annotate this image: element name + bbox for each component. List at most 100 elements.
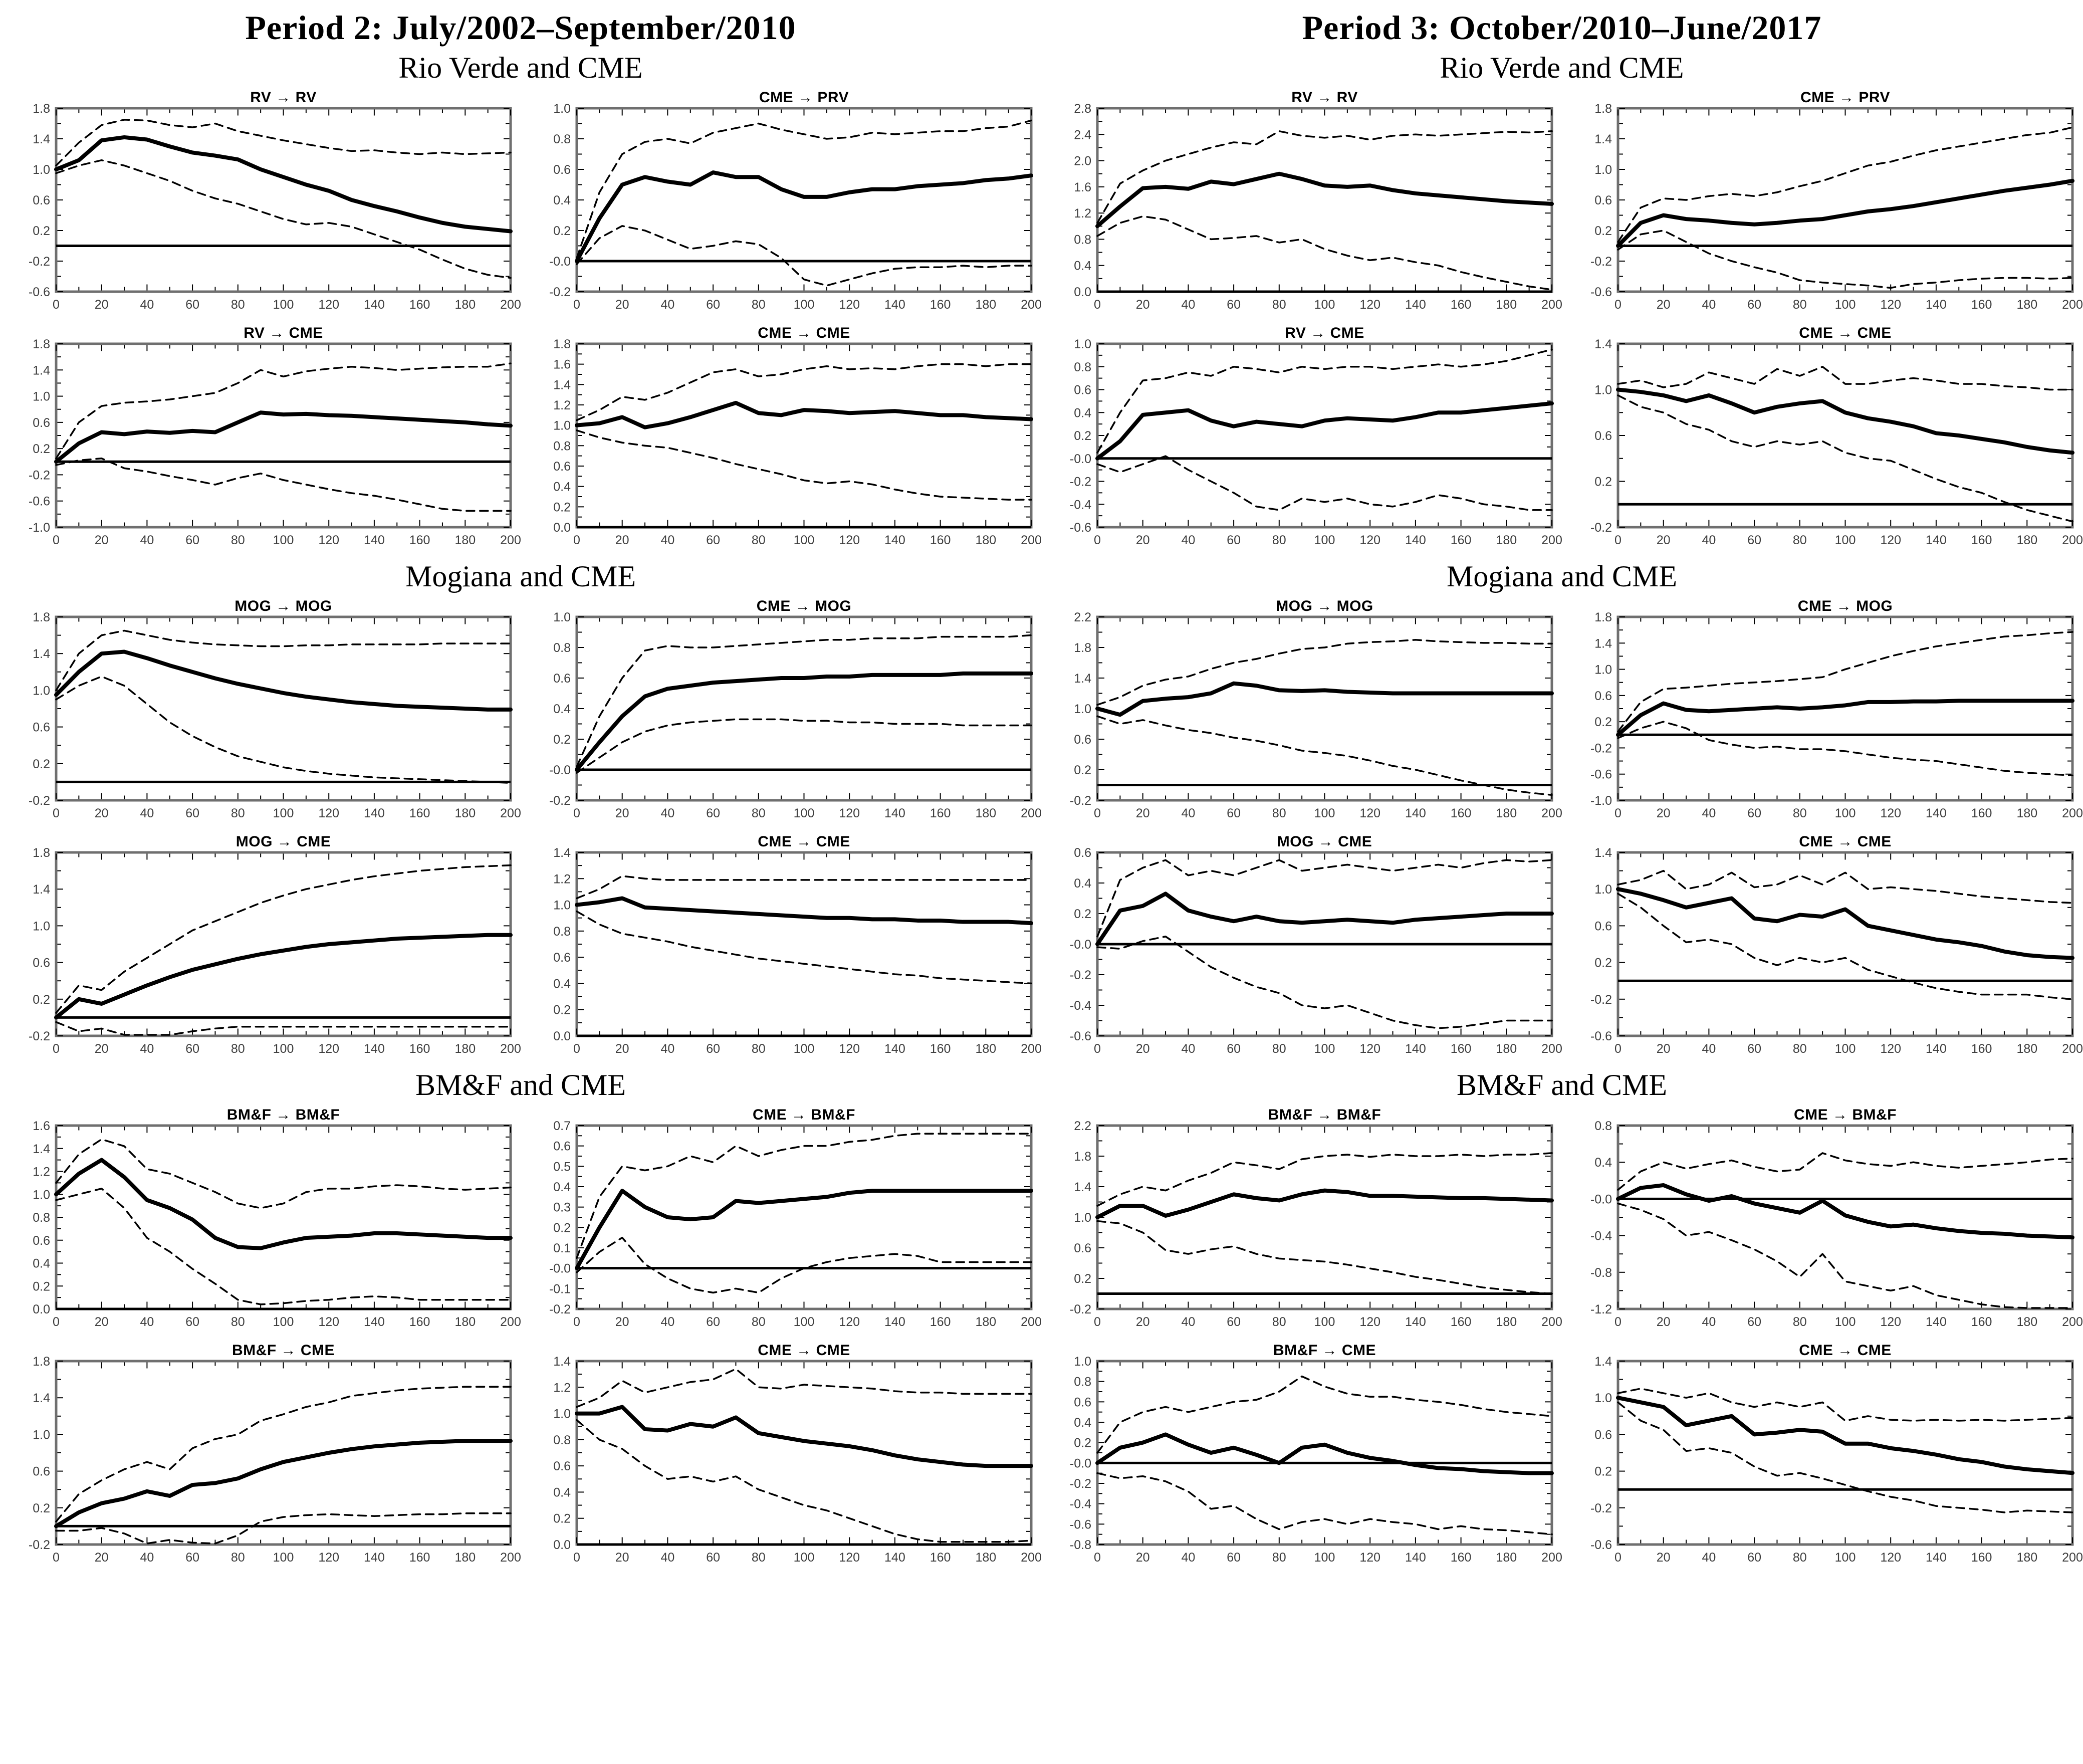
- svg-text:60: 60: [706, 1042, 720, 1056]
- svg-text:160: 160: [1971, 298, 1992, 312]
- svg-text:180: 180: [454, 1042, 476, 1056]
- svg-text:0.4: 0.4: [1074, 876, 1091, 891]
- upper-band-line: [1617, 126, 2073, 243]
- svg-text:180: 180: [2016, 1551, 2037, 1565]
- period-2-column: Period 2: July/2002–September/2010 Rio V…: [0, 0, 1041, 1574]
- irf-chart: CME → PRV 0 20 40 60 80 100 120 140 160 180 200 1.8 1…: [1562, 85, 2082, 321]
- svg-text:80: 80: [752, 533, 766, 547]
- svg-text:180: 180: [2016, 533, 2037, 547]
- lower-band-line: [1096, 215, 1553, 291]
- svg-text:0.4: 0.4: [1594, 1156, 1612, 1170]
- svg-text:20: 20: [1657, 533, 1671, 547]
- svg-text:0.2: 0.2: [553, 1003, 571, 1017]
- svg-text:120: 120: [839, 1315, 860, 1329]
- svg-text:200: 200: [1541, 1315, 1562, 1329]
- svg-text:0.6: 0.6: [1074, 846, 1091, 860]
- svg-text:60: 60: [1747, 1042, 1761, 1056]
- impulse-response-line: [575, 896, 1033, 926]
- svg-text:200: 200: [2062, 533, 2082, 547]
- svg-text:120: 120: [839, 1551, 860, 1565]
- svg-text:0.2: 0.2: [1074, 1436, 1091, 1450]
- svg-text:0.2: 0.2: [1074, 763, 1091, 777]
- svg-text:-0.0: -0.0: [549, 1262, 571, 1276]
- svg-text:120: 120: [1359, 1042, 1380, 1056]
- irf-chart: MOG → MOG 0 20 40 60 80 100 120 140 160 180 200 2.2 1…: [1041, 594, 1562, 829]
- rioverde-p2-grid: RV → RV 0 20 40 60 80 100 120 140 160 180 200 1.8 1.4…: [0, 85, 1041, 556]
- svg-text:80: 80: [1272, 1315, 1286, 1329]
- svg-text:-0.0: -0.0: [549, 763, 571, 777]
- svg-text:-0.2: -0.2: [549, 794, 571, 808]
- svg-text:160: 160: [930, 1042, 951, 1056]
- impulse-response-line: [1095, 892, 1554, 946]
- lower-band-line: [55, 1512, 512, 1545]
- svg-text:40: 40: [140, 1042, 154, 1056]
- svg-text:200: 200: [1541, 533, 1562, 547]
- svg-text:200: 200: [2062, 1551, 2082, 1565]
- svg-text:120: 120: [1359, 298, 1380, 312]
- svg-text:0.2: 0.2: [553, 1221, 571, 1235]
- irf-chart: BM&F → CME 0 20 40 60 80 100 120 140 160 180 200 1.0…: [1041, 1338, 1562, 1574]
- svg-text:180: 180: [975, 298, 996, 312]
- irf-chart: BM&F → BM&F 0 20 40 60 80 100 120 140 160 180 200 2.…: [1041, 1102, 1562, 1338]
- period-3-column: Period 3: October/2010–June/2017 Rio Ver…: [1041, 0, 2082, 1574]
- svg-text:0: 0: [53, 1551, 60, 1565]
- svg-text:180: 180: [454, 1551, 476, 1565]
- svg-text:200: 200: [1021, 1042, 1041, 1056]
- svg-text:200: 200: [2062, 1042, 2082, 1056]
- upper-band-line: [1617, 869, 2073, 904]
- impulse-response-line: [54, 649, 513, 712]
- svg-text:20: 20: [615, 533, 629, 547]
- svg-text:80: 80: [1793, 533, 1807, 547]
- svg-text:140: 140: [884, 533, 905, 547]
- svg-text:0: 0: [573, 298, 580, 312]
- svg-text:0: 0: [573, 806, 580, 820]
- svg-text:0.2: 0.2: [1594, 1465, 1612, 1479]
- chart-title: BM&F → BM&F: [1268, 1107, 1381, 1123]
- svg-text:0: 0: [1094, 806, 1101, 820]
- svg-text:0: 0: [1094, 533, 1101, 547]
- svg-text:0.6: 0.6: [1594, 193, 1612, 207]
- svg-text:80: 80: [752, 298, 766, 312]
- svg-text:180: 180: [975, 533, 996, 547]
- svg-text:0.6: 0.6: [1074, 383, 1091, 397]
- svg-text:40: 40: [660, 1551, 674, 1565]
- section-title-mogiana-p2: Mogiana and CME: [405, 560, 636, 593]
- lower-band-line: [1617, 893, 2073, 1000]
- svg-text:-0.2: -0.2: [1070, 794, 1091, 808]
- svg-text:160: 160: [409, 298, 430, 312]
- chart-title: RV → RV: [250, 89, 317, 106]
- svg-text:1.6: 1.6: [33, 1119, 50, 1133]
- svg-text:180: 180: [1496, 533, 1517, 547]
- svg-text:1.0: 1.0: [33, 1188, 50, 1202]
- svg-text:60: 60: [185, 533, 199, 547]
- svg-text:0.8: 0.8: [33, 1211, 50, 1225]
- svg-text:160: 160: [409, 806, 430, 820]
- irf-chart: RV → RV 0 20 40 60 80 100 120 140 160 180 200 2.8 2.4…: [1041, 85, 1562, 321]
- svg-text:1.8: 1.8: [33, 337, 50, 351]
- svg-text:80: 80: [752, 806, 766, 820]
- svg-text:1.8: 1.8: [1074, 1150, 1091, 1164]
- svg-text:1.0: 1.0: [1074, 1355, 1091, 1369]
- svg-text:0.2: 0.2: [33, 442, 50, 456]
- svg-text:0.4: 0.4: [553, 480, 571, 494]
- svg-text:140: 140: [884, 1551, 905, 1565]
- impulse-response-line: [54, 135, 513, 234]
- svg-text:-0.2: -0.2: [29, 468, 50, 482]
- chart-plot: 0 20 40 60 80 100 120 140 160 180 200 0.6 0.4 0.2 -0.0…: [1070, 846, 1562, 1056]
- svg-text:80: 80: [1793, 806, 1807, 820]
- svg-text:1.8: 1.8: [33, 846, 50, 860]
- bmf-p3-grid: BM&F → BM&F 0 20 40 60 80 100 120 140 160 180 200 2.…: [1041, 1102, 2082, 1574]
- svg-text:80: 80: [752, 1551, 766, 1565]
- svg-text:160: 160: [1971, 1551, 1992, 1565]
- svg-text:-0.6: -0.6: [29, 495, 50, 509]
- svg-text:0.2: 0.2: [1074, 429, 1091, 443]
- svg-text:60: 60: [185, 1551, 199, 1565]
- svg-text:40: 40: [1702, 533, 1716, 547]
- svg-text:-1.0: -1.0: [29, 521, 50, 535]
- svg-text:1.4: 1.4: [553, 846, 571, 860]
- svg-text:1.0: 1.0: [1594, 663, 1612, 677]
- svg-text:40: 40: [660, 533, 674, 547]
- lower-band-line: [576, 1419, 1032, 1543]
- svg-text:40: 40: [140, 806, 154, 820]
- svg-text:1.6: 1.6: [553, 358, 571, 372]
